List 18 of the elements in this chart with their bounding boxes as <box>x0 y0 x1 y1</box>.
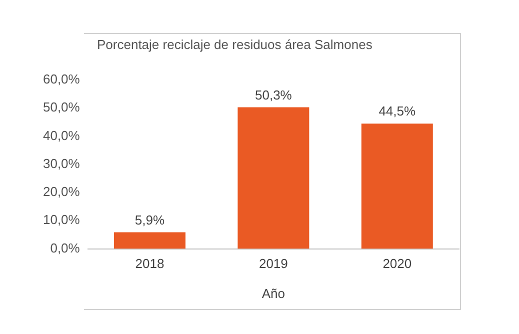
y-tick-label: 30,0% <box>42 156 80 171</box>
chart-title: Porcentaje reciclaje de residuos área Salmones <box>97 37 372 52</box>
y-tick-label: 40,0% <box>42 128 80 143</box>
x-tick-label: 2019 <box>258 256 288 272</box>
data-label: 50,3% <box>254 87 292 102</box>
y-tick-label: 20,0% <box>42 184 80 200</box>
bar <box>114 232 186 249</box>
x-tick-label: 2018 <box>135 256 164 272</box>
bar <box>361 124 433 249</box>
y-tick-label: 50,0% <box>42 100 80 115</box>
data-label: 5,9% <box>134 212 165 228</box>
x-tick-label: 2020 <box>382 256 412 272</box>
data-label: 44,5% <box>378 104 416 119</box>
y-tick-label: 0,0% <box>50 240 80 256</box>
bar <box>238 107 310 249</box>
y-tick-label: 10,0% <box>42 212 80 228</box>
y-tick-label: 60,0% <box>42 72 80 87</box>
x-axis-title: Año <box>262 286 285 301</box>
